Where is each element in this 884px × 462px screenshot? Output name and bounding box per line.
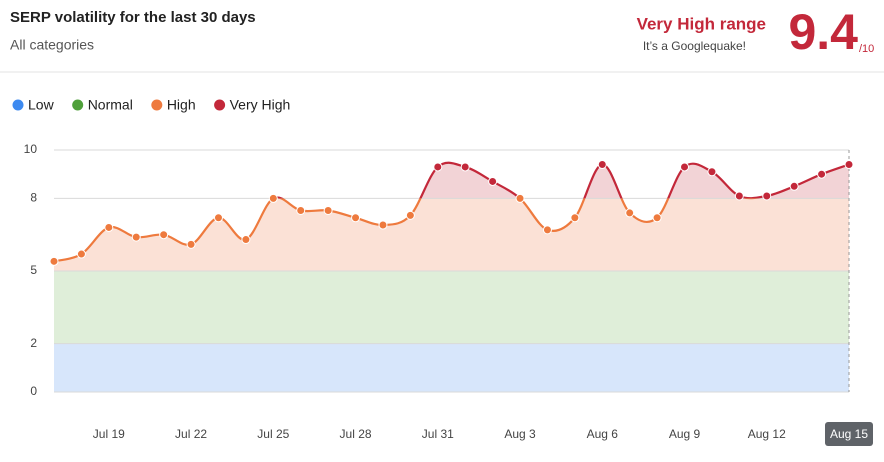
x-tick-label: Aug 3 xyxy=(504,427,536,441)
legend-dot xyxy=(214,99,226,111)
y-tick-label: 2 xyxy=(30,336,37,350)
point xyxy=(542,225,552,235)
y-tick-label: 8 xyxy=(30,191,37,205)
x-tick-label: Jul 19 xyxy=(93,427,125,441)
x-tick-label: Jul 31 xyxy=(422,427,454,441)
legend-dot xyxy=(72,99,84,111)
point xyxy=(433,162,443,172)
point xyxy=(652,213,662,223)
x-tick-label: Aug 9 xyxy=(669,427,701,441)
point xyxy=(515,193,525,203)
point xyxy=(186,239,196,249)
point xyxy=(159,230,169,240)
point xyxy=(707,167,717,177)
point xyxy=(844,160,854,170)
point xyxy=(625,208,635,218)
point xyxy=(131,232,141,242)
x-tick-label: Jul 25 xyxy=(257,427,289,441)
point xyxy=(213,213,223,223)
subtitle: All categories xyxy=(10,37,94,53)
point xyxy=(680,162,690,172)
legend-label: Very High xyxy=(230,97,291,113)
legend-dot xyxy=(12,99,24,111)
point xyxy=(323,206,333,215)
point xyxy=(351,213,361,223)
band-area xyxy=(273,162,849,199)
x-label-highlight xyxy=(825,422,873,446)
range-label: Very High range xyxy=(637,14,766,33)
point xyxy=(296,206,306,215)
point xyxy=(49,256,59,266)
title: SERP volatility for the last 30 days xyxy=(10,9,256,26)
point xyxy=(597,160,607,170)
band-area xyxy=(54,198,849,271)
y-tick-label: 0 xyxy=(30,384,37,398)
point xyxy=(405,210,415,220)
band xyxy=(54,271,849,344)
score-max: /10 xyxy=(859,43,874,55)
point xyxy=(570,213,580,223)
point xyxy=(734,191,744,201)
score: 9.4 xyxy=(788,4,858,60)
y-tick-label: 10 xyxy=(24,142,38,156)
y-tick-label: 5 xyxy=(30,263,37,277)
x-tick-label: Aug 15 xyxy=(830,427,868,441)
point xyxy=(104,222,114,232)
point xyxy=(789,181,799,191)
point xyxy=(378,220,388,230)
x-tick-label: Aug 12 xyxy=(748,427,786,441)
legend-dot xyxy=(151,99,163,111)
legend-label: Low xyxy=(28,97,55,113)
x-tick-label: Aug 6 xyxy=(587,427,619,441)
point xyxy=(241,235,251,245)
point xyxy=(460,162,470,172)
legend-label: Normal xyxy=(88,97,133,113)
point xyxy=(817,169,827,179)
point xyxy=(268,193,278,203)
point xyxy=(76,249,86,259)
x-tick-label: Jul 28 xyxy=(340,427,372,441)
point xyxy=(488,176,498,186)
range-note: It’s a Googlequake! xyxy=(643,39,746,53)
band xyxy=(54,343,849,392)
x-tick-label: Jul 22 xyxy=(175,427,207,441)
legend-label: High xyxy=(167,97,196,113)
point xyxy=(762,191,772,201)
